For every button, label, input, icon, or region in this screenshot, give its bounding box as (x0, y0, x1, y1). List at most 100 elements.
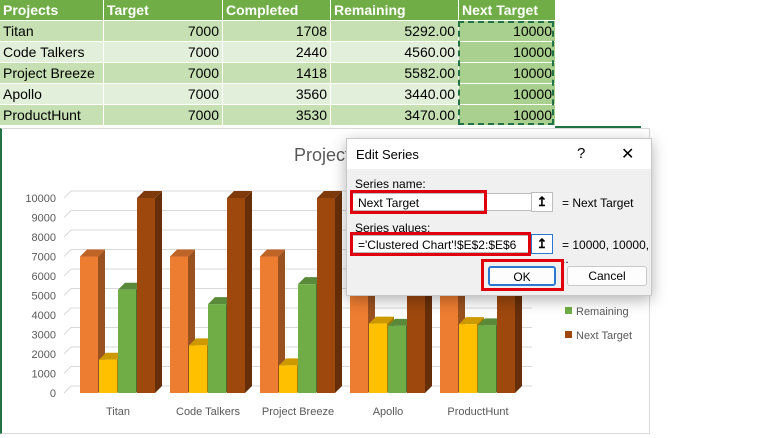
bar-top (189, 338, 214, 346)
bar-side (335, 191, 342, 393)
y-tick-label: 0 (50, 388, 56, 400)
table-cell[interactable]: 5292.00 (330, 20, 459, 42)
bar-remaining (478, 325, 496, 393)
table-row: Titan 7000 1708 5292.00 10000 (0, 20, 556, 42)
table-cell[interactable]: 3470.00 (330, 104, 459, 126)
series-values-preview: = 10000, 10000, .. (562, 238, 650, 266)
legend-swatch (565, 307, 572, 314)
bar-target (80, 256, 98, 393)
series-name-preview: = Next Target (562, 196, 634, 210)
y-tick-label: 5000 (32, 291, 56, 303)
collapse-dialog-icon[interactable]: ↥ (531, 234, 553, 254)
x-tick-label: ProductHunt (447, 406, 508, 418)
bar-top (459, 317, 484, 325)
series-name-input[interactable]: Next Target (352, 193, 532, 211)
legend-entry: Remaining (576, 306, 629, 318)
table-row: Apollo 7000 3560 3440.00 10000 (0, 83, 556, 105)
y-tick-label: 6000 (32, 271, 56, 283)
bar-next-target (227, 198, 245, 393)
highlight-box (350, 232, 531, 256)
bar-next-target (317, 198, 335, 393)
table-cell[interactable]: 5582.00 (330, 62, 459, 84)
bar-top (369, 316, 394, 324)
table-cell[interactable]: 7000 (103, 41, 223, 63)
bar-completed (189, 345, 207, 393)
bar-remaining (298, 284, 316, 393)
help-icon[interactable]: ? (577, 145, 586, 162)
copy-selection-marquee (458, 21, 554, 125)
table-cell[interactable]: 7000 (103, 62, 223, 84)
y-tick-label: 10000 (25, 193, 56, 205)
bar-top (208, 297, 233, 305)
bar-side (155, 191, 162, 393)
bar-side (278, 249, 285, 393)
bar-completed (459, 324, 477, 393)
bar-side (245, 191, 252, 393)
bar-remaining (388, 325, 406, 393)
y-tick-label: 9000 (32, 213, 56, 225)
series-values-label: Series values: (355, 221, 431, 235)
bar-top (298, 277, 323, 285)
table-cell[interactable]: 1708 (222, 20, 331, 42)
col-header[interactable]: Target (103, 0, 223, 21)
table-cell[interactable]: 3530 (222, 104, 331, 126)
bar-top (317, 191, 342, 198)
col-header[interactable]: Next Target (458, 0, 556, 21)
bar-top (118, 282, 143, 290)
table-cell[interactable]: 1418 (222, 62, 331, 84)
close-icon[interactable]: ✕ (621, 146, 635, 163)
table-row: ProductHunt 7000 3530 3470.00 10000 (0, 104, 556, 126)
x-tick-label: Project Breeze (262, 406, 334, 418)
bar-completed (279, 365, 297, 393)
y-tick-label: 8000 (32, 232, 56, 244)
bar-target (170, 256, 188, 393)
table-row: Code Talkers 7000 2440 4560.00 10000 (0, 41, 556, 63)
y-tick-label: 3000 (32, 330, 56, 342)
table-cell[interactable]: ProductHunt (0, 104, 104, 126)
ok-button[interactable]: OK (488, 266, 556, 286)
bar-remaining (118, 289, 136, 393)
table-cell[interactable]: 10000 (458, 20, 556, 42)
legend-entry: Next Target (576, 330, 632, 342)
table-cell[interactable]: 2440 (222, 41, 331, 63)
bar-top (99, 352, 124, 360)
table-cell[interactable]: Project Breeze (0, 62, 104, 84)
bar-completed (99, 359, 117, 393)
table-cell[interactable]: 7000 (103, 20, 223, 42)
collapse-dialog-icon[interactable]: ↥ (531, 192, 553, 212)
table-cell[interactable]: Code Talkers (0, 41, 104, 63)
chart-title: Project (294, 145, 350, 165)
table-cell[interactable]: 3440.00 (330, 83, 459, 105)
bar-top (80, 249, 105, 257)
col-header[interactable]: Completed (222, 0, 331, 21)
gridline (63, 307, 532, 316)
table-cell[interactable]: 10000 (458, 104, 556, 126)
table-cell[interactable]: 7000 (103, 104, 223, 126)
cancel-button[interactable]: Cancel (567, 266, 647, 286)
table-cell[interactable]: 3560 (222, 83, 331, 105)
data-table: Projects Target Completed Remaining Next… (0, 0, 556, 126)
table-cell[interactable]: 10000 (458, 83, 556, 105)
bar-top (170, 249, 195, 257)
dialog-title: Edit Series (356, 147, 419, 162)
bar-remaining (208, 304, 226, 393)
edit-series-dialog: Edit Series ? ✕ Series name: Next Target… (346, 138, 652, 296)
table-cell[interactable]: 10000 (458, 62, 556, 84)
table-row: Project Breeze 7000 1418 5582.00 10000 (0, 62, 556, 84)
bar-target (260, 256, 278, 393)
bar-top (388, 318, 413, 326)
col-header[interactable]: Projects (0, 0, 104, 21)
table-cell[interactable]: Apollo (0, 83, 104, 105)
table-cell[interactable]: 10000 (458, 41, 556, 63)
y-tick-label: 7000 (32, 252, 56, 264)
y-tick-label: 2000 (32, 349, 56, 361)
highlight-box (481, 259, 564, 291)
table-cell[interactable]: 7000 (103, 83, 223, 105)
series-values-input[interactable]: ='Clustered Chart'!$E$2:$E$6 (352, 235, 532, 253)
chart-border-line (555, 126, 641, 128)
table-cell[interactable]: 4560.00 (330, 41, 459, 63)
col-header[interactable]: Remaining (330, 0, 459, 21)
highlight-box (350, 190, 487, 214)
bar-top (137, 191, 162, 198)
table-cell[interactable]: Titan (0, 20, 104, 42)
